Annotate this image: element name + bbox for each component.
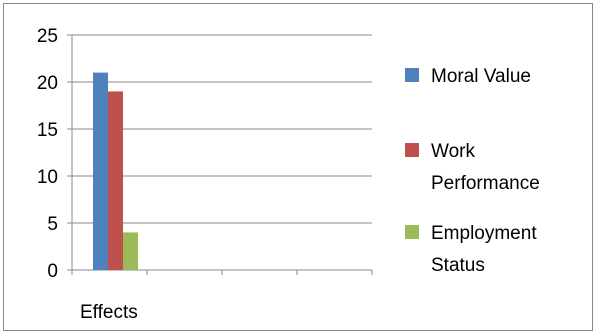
bar-moral-value	[93, 72, 108, 270]
legend-label: Employment	[431, 223, 537, 244]
y-tick-label: 15	[37, 120, 58, 141]
legend: Moral Value Work Performance Employment Stat…	[405, 66, 540, 276]
y-axis-tick-labels: 0 5 10 15 20 25	[37, 26, 58, 282]
y-tick-label: 25	[37, 26, 58, 47]
legend-label: Work	[431, 141, 475, 162]
y-tick-label: 10	[37, 167, 58, 188]
bar-employment-status	[123, 232, 138, 270]
legend-swatch	[405, 143, 419, 157]
legend-swatch	[405, 68, 419, 82]
legend-swatch	[405, 225, 419, 239]
legend-label: Performance	[431, 173, 540, 194]
y-tick-label: 0	[47, 261, 58, 282]
bars	[93, 72, 138, 271]
bar-work-performance	[108, 91, 123, 271]
y-tick-label: 5	[47, 214, 58, 235]
category-labels: Effects	[80, 302, 138, 323]
legend-label: Status	[431, 255, 485, 276]
category-label: Effects	[80, 302, 138, 323]
y-tick-label: 20	[37, 73, 58, 94]
legend-label: Moral Value	[431, 66, 531, 87]
